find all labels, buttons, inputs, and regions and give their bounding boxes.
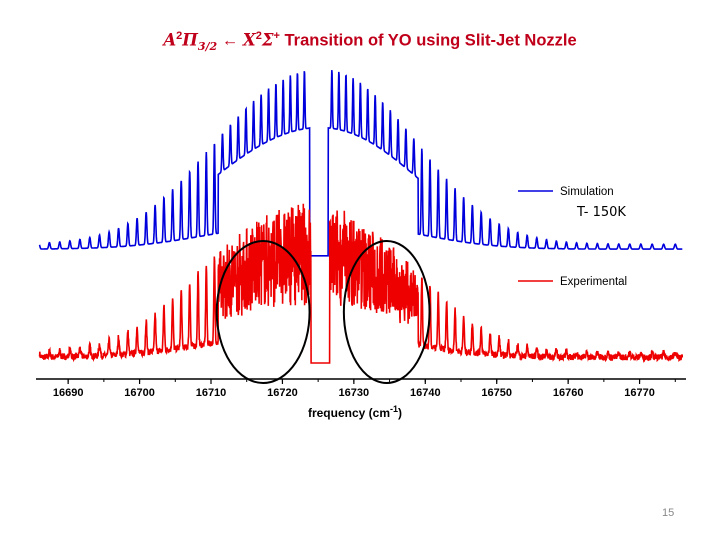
title-lhs-state: A: [163, 30, 177, 50]
x-tick-label: 16770: [624, 387, 655, 399]
annotation-ellipse-1: [215, 240, 311, 384]
title-lhs-subscript: 3/2: [197, 39, 218, 53]
title-rhs-state: X: [242, 30, 256, 50]
slide-number: 15: [662, 507, 675, 519]
title-rhs-term-superscript: +: [273, 30, 280, 42]
experimental-series-line: [38, 203, 684, 364]
x-tick-label: 16740: [410, 387, 441, 399]
x-tick-label: 16760: [553, 387, 584, 399]
x-tick-label: 16730: [339, 387, 370, 399]
x-tick-label: 16690: [53, 387, 84, 399]
x-tick-label: 16750: [481, 387, 512, 399]
annotation-ellipse-2: [342, 240, 431, 384]
x-tick-label: 16710: [196, 387, 227, 399]
x-tick-label: 16720: [267, 387, 298, 399]
temperature-label: T- 150K: [577, 205, 626, 220]
title-arrow: ←: [221, 31, 239, 50]
title-text: Transition of YO using Slit-Jet Nozzle: [284, 31, 577, 50]
x-axis-title: frequency (cm-1): [308, 404, 402, 420]
title-lhs-superscript: 2: [176, 30, 183, 42]
simulation-series-line: [38, 70, 683, 257]
legend-experimental-label: Experimental: [560, 276, 627, 288]
title-rhs-superscript: 2: [255, 30, 262, 42]
title-rhs-term: Σ: [261, 30, 274, 50]
x-tick-label: 16700: [124, 387, 155, 399]
slide-title: A2Π3/2 ← X2Σ+ Transition of YO using Sli…: [0, 30, 720, 53]
legend-simulation-label: Simulation: [560, 186, 614, 198]
title-lhs-term: Π: [182, 30, 198, 50]
